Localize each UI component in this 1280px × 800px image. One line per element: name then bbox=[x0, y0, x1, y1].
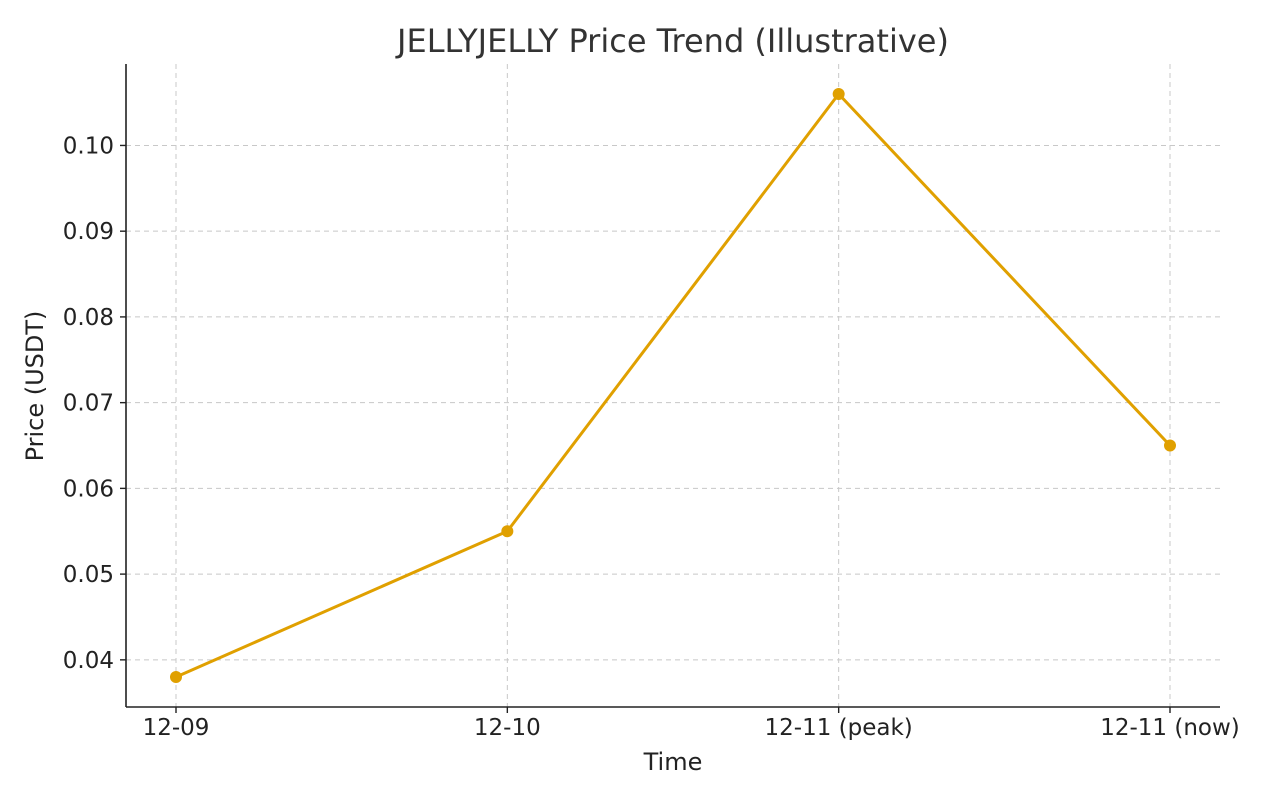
y-axis-label: Price (USDT) bbox=[21, 311, 49, 462]
y-tick-label: 0.05 bbox=[63, 562, 114, 588]
chart-title: JELLYJELLY Price Trend (Illustrative) bbox=[395, 22, 949, 60]
y-tick-label: 0.06 bbox=[63, 476, 114, 502]
ticks-layer: 0.04 0.05 0.06 0.07 0.08 0.09 0.10 12-09 12-10 12… bbox=[63, 133, 1240, 741]
y-tick-label: 0.09 bbox=[63, 219, 114, 245]
price-data-point bbox=[832, 88, 845, 101]
y-tick-label: 0.08 bbox=[63, 305, 114, 331]
price-data-point bbox=[170, 670, 182, 683]
price-data-point bbox=[1164, 439, 1176, 452]
series-layer bbox=[170, 88, 1176, 683]
x-axis-label: Time bbox=[643, 748, 703, 776]
grid-layer bbox=[126, 64, 1220, 707]
price-series-line bbox=[175, 92, 1172, 679]
y-tick-label: 0.07 bbox=[63, 391, 114, 417]
y-tick-label: 0.04 bbox=[63, 648, 114, 674]
x-tick-label: 12-11 (peak) bbox=[765, 715, 913, 741]
price-data-point bbox=[501, 525, 514, 538]
x-tick-label: 12-11 (now) bbox=[1100, 715, 1240, 741]
x-tick-label: 12-10 bbox=[474, 715, 541, 741]
axes-layer bbox=[125, 64, 1220, 708]
y-tick-label: 0.10 bbox=[63, 133, 114, 159]
x-tick-label: 12-09 bbox=[143, 715, 210, 741]
